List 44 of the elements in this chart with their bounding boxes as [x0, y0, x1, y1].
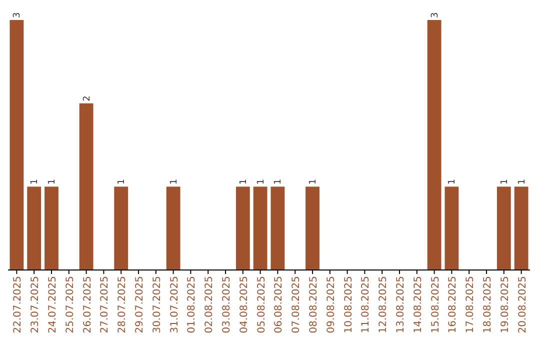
x-tick-label: 07.08.2025: [291, 276, 302, 334]
x-tick-label: 13.08.2025: [396, 276, 406, 334]
data-label: 1: [169, 178, 180, 185]
x-tick-label: 22.07.2025: [12, 276, 24, 334]
x-tick-label: 18.08.2025: [482, 276, 494, 334]
x-tick-label: 31.07.2025: [169, 276, 180, 334]
x-tick-label: 09.08.2025: [326, 276, 337, 334]
x-tick-label: 03.08.2025: [222, 276, 232, 334]
data-label: 1: [517, 178, 528, 185]
data-label: 1: [500, 178, 510, 185]
data-label: 1: [48, 178, 58, 185]
x-tick-label: 29.07.2025: [134, 276, 146, 334]
x-tick-label: 12.08.2025: [378, 276, 390, 334]
data-label: 1: [448, 178, 458, 185]
x-tick-label: 05.08.2025: [256, 276, 268, 334]
x-tick-label: 28.07.2025: [117, 276, 128, 334]
data-label: 3: [12, 12, 23, 18]
data-label: 1: [274, 178, 284, 185]
x-tick-label: 27.07.2025: [100, 276, 111, 334]
x-tick-label: 02.08.2025: [204, 276, 216, 334]
data-label: 1: [30, 178, 40, 185]
data-label: 2: [82, 96, 92, 102]
x-tick-label: 14.08.2025: [412, 276, 424, 334]
x-tick-label: 26.07.2025: [82, 276, 94, 334]
x-tick-label: 08.08.2025: [308, 276, 320, 334]
x-tick-label: 04.08.2025: [238, 276, 250, 334]
x-tick-label: 15.08.2025: [430, 276, 442, 334]
x-tick-label: 25.07.2025: [64, 276, 76, 334]
data-label: 1: [256, 178, 266, 185]
x-tick-label: 20.08.2025: [517, 276, 528, 334]
data-label: 3: [430, 12, 440, 18]
x-tick-label: 10.08.2025: [343, 276, 354, 334]
data-label: 1: [308, 178, 318, 185]
x-tick-label: 17.08.2025: [465, 276, 476, 334]
x-tick-label: 30.07.2025: [152, 276, 163, 334]
x-tick-label: 16.08.2025: [448, 276, 459, 334]
x-tick-label: 01.08.2025: [186, 276, 198, 334]
x-tick-label: 19.08.2025: [500, 276, 511, 334]
data-label: 1: [238, 178, 249, 185]
x-tick-label: 23.07.2025: [30, 276, 42, 334]
x-tick-label: 24.07.2025: [48, 276, 58, 334]
x-tick-label: 06.08.2025: [274, 276, 285, 334]
data-label: 1: [117, 178, 128, 185]
x-tick-label: 11.08.2025: [360, 276, 372, 334]
